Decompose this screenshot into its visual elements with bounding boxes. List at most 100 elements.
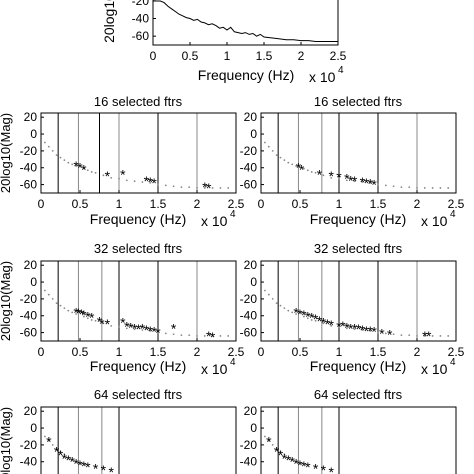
y-tick-label: 20 bbox=[244, 110, 258, 124]
spectrum-dot bbox=[400, 334, 403, 337]
spectrum-dot bbox=[227, 335, 230, 337]
x-tick-label: 2.5 bbox=[448, 345, 465, 359]
selected-feature-marker: * bbox=[81, 307, 87, 323]
spectrum-dot bbox=[287, 309, 290, 312]
spectrum-dot bbox=[447, 335, 450, 337]
spectrum-dot bbox=[353, 180, 356, 183]
panel-1-ylabel: 20log10(Mag) bbox=[0, 113, 13, 193]
selected-feature-marker: * bbox=[85, 309, 91, 325]
selected-feature-marker: * bbox=[77, 160, 83, 176]
panel-3-plot: ****** ** * ********** * **0 0.5 1 1.5 2 2.5200-20… bbox=[20, 258, 245, 359]
x-tick-label: 2 bbox=[414, 197, 421, 211]
panel-2: 16 selected ftrs ** * * * *** ****0 0.5 1 1.5 2 2.… bbox=[240, 94, 465, 229]
spectrum-dot bbox=[55, 448, 58, 451]
spectrum-dot bbox=[345, 179, 348, 182]
spectrum-dot bbox=[133, 328, 136, 331]
selected-feature-marker: * bbox=[305, 309, 311, 325]
selected-feature-marker: * bbox=[266, 434, 272, 450]
panel-1-xlabel: Frequency (Hz) bbox=[90, 211, 186, 227]
spectrum-dot bbox=[188, 186, 191, 189]
spectrum-dot bbox=[423, 187, 426, 189]
x-tick-label: 1 bbox=[224, 49, 231, 63]
selected-feature-marker: * bbox=[336, 319, 342, 335]
selected-feature-marker: * bbox=[58, 447, 64, 463]
panel-1-frame bbox=[40, 112, 237, 194]
panel-4-xexp: 4 bbox=[450, 357, 456, 368]
panel-3-frame bbox=[40, 260, 237, 342]
spectrum-dot bbox=[275, 302, 278, 305]
x-tick-label: 1.5 bbox=[150, 197, 167, 211]
selected-feature-marker: * bbox=[105, 168, 111, 184]
spectrum-dot bbox=[71, 311, 74, 314]
spectrum-dot bbox=[271, 443, 274, 446]
x-tick-label: 1 bbox=[336, 345, 343, 359]
spectrum-dot bbox=[271, 149, 274, 152]
spectrum-dot bbox=[330, 324, 333, 327]
spectrum-dot bbox=[94, 171, 97, 174]
spectrum-dot bbox=[172, 333, 175, 336]
spectrum-dot bbox=[94, 319, 97, 322]
y-tick-label: -40 bbox=[20, 161, 38, 175]
x-tick-label: 2 bbox=[194, 197, 201, 211]
selected-feature-marker: * bbox=[155, 325, 161, 341]
spectrum-dot bbox=[63, 453, 66, 456]
spectrum-dot bbox=[392, 185, 395, 188]
selected-feature-marker: * bbox=[289, 454, 295, 470]
selected-feature-marker: * bbox=[293, 455, 299, 471]
selected-feature-marker: * bbox=[151, 324, 157, 340]
spectrum-dot bbox=[408, 334, 411, 337]
selected-feature-marker: * bbox=[79, 306, 85, 322]
selected-feature-marker: * bbox=[313, 460, 319, 474]
y-tick-label: 0 bbox=[30, 421, 37, 435]
selected-feature-marker: * bbox=[124, 319, 130, 335]
spectrum-dot bbox=[338, 177, 340, 180]
selected-feature-marker: * bbox=[93, 460, 99, 474]
y-tick-label: -20 bbox=[240, 144, 258, 158]
spectrum-dot bbox=[377, 183, 379, 186]
panel-1-xexp-label: x 10 bbox=[201, 213, 228, 229]
selected-feature-marker: * bbox=[364, 323, 370, 339]
y-tick-label: -60 bbox=[240, 326, 258, 340]
spectrum-dot bbox=[291, 163, 294, 166]
spectrum-dot bbox=[47, 439, 50, 442]
selected-feature-marker: * bbox=[387, 326, 393, 342]
spectrum-dot bbox=[47, 145, 50, 148]
panel-1-title: 16 selected ftrs bbox=[94, 94, 183, 109]
y-tick-label: -60 bbox=[240, 178, 258, 192]
spectrum-dot bbox=[275, 448, 278, 451]
spectrum-dot bbox=[264, 435, 266, 438]
y-tick-label: -40 bbox=[240, 161, 258, 175]
spectrum-dot bbox=[306, 317, 309, 320]
selected-feature-marker: * bbox=[120, 166, 126, 182]
spectrum-dot bbox=[141, 181, 144, 183]
x-tick-label: 1.5 bbox=[256, 49, 273, 63]
selected-feature-marker: * bbox=[105, 316, 111, 332]
panel-0-frame bbox=[152, 0, 339, 46]
y-tick-label: -60 bbox=[132, 29, 150, 43]
y-tick-label: -20 bbox=[240, 292, 258, 306]
spectrum-dot bbox=[439, 187, 442, 189]
panel-0-xlabel: Frequency (Hz) bbox=[198, 67, 294, 83]
selected-feature-marker: * bbox=[147, 174, 153, 190]
y-tick-label: 20 bbox=[24, 110, 38, 124]
panel-3: 32 selected ftrs ****** ** * ********** * **0… bbox=[0, 241, 245, 377]
selected-feature-marker: * bbox=[54, 444, 60, 460]
spectrum-dot bbox=[63, 159, 66, 162]
spectrum-dot bbox=[283, 307, 286, 310]
spectrum-dot bbox=[141, 329, 144, 331]
x-tick-label: 0.5 bbox=[72, 345, 89, 359]
selected-feature-marker: * bbox=[136, 321, 142, 337]
y-tick-label: 0 bbox=[250, 421, 257, 435]
x-tick-label: 2.5 bbox=[330, 49, 347, 63]
spectrum-dot bbox=[51, 443, 54, 446]
spectrum-dot bbox=[44, 141, 46, 144]
selected-feature-marker: * bbox=[297, 457, 303, 473]
spectrum-dot bbox=[219, 335, 222, 337]
spectrum-dot bbox=[227, 187, 230, 189]
selected-feature-marker: * bbox=[73, 304, 79, 320]
spectrum-dot bbox=[83, 315, 85, 318]
selected-feature-marker: * bbox=[340, 318, 346, 334]
selected-feature-marker: * bbox=[348, 172, 354, 188]
